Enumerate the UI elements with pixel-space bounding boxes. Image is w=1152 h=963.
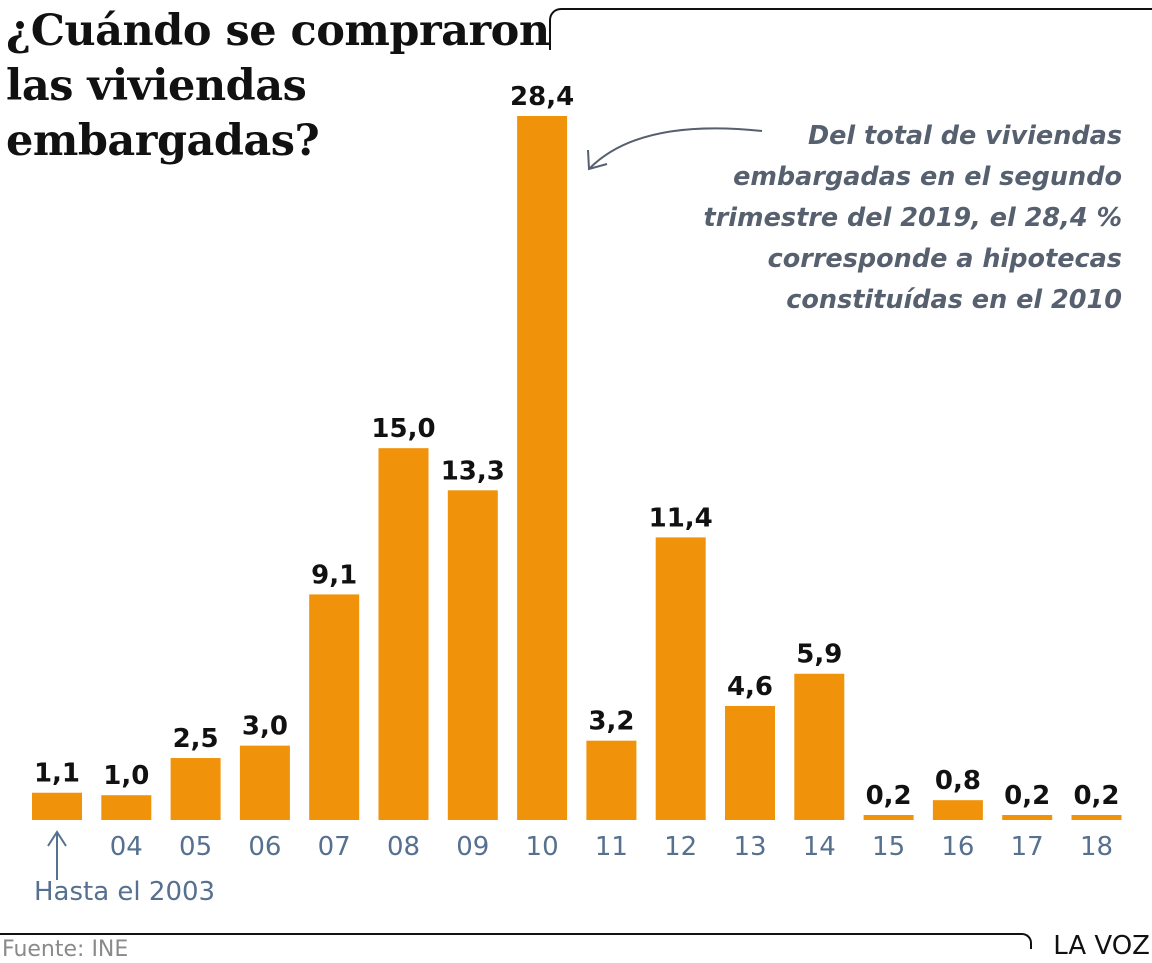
bar-11 [586,740,637,820]
x-tick-label: 09 [456,832,489,862]
bar-16 [932,800,983,820]
title-line: embargadas? [6,116,320,166]
annotation-line: embargadas en el segundo [733,162,1122,192]
annotation-line: corresponde a hipotecas [767,244,1122,274]
footer-border [0,933,1032,949]
first-bar-note: Hasta el 2003 [34,877,216,907]
title-line: ¿Cuándo se compraron [6,6,550,56]
bar-12 [655,537,706,820]
chart-title: ¿Cuándo se compraron las viviendas embar… [6,4,550,169]
frame-border-top [549,8,1152,50]
bar-≤03 [32,792,82,820]
annotation-line: Del total de viviendas [807,121,1122,151]
value-label: 1,1 [34,759,80,789]
bar-04 [101,795,152,820]
value-label: 0,2 [1073,781,1119,811]
x-tick-label: 10 [526,832,559,862]
x-tick-label: 08 [387,832,420,862]
value-label: 3,2 [588,707,634,737]
bar-17 [1002,815,1053,820]
value-label: 5,9 [796,640,842,670]
annotation-arrow-head [587,149,608,171]
x-tick-label: 11 [595,832,628,862]
x-tick-label: 15 [872,832,905,862]
x-tick-label: 14 [803,832,836,862]
bar-18 [1071,815,1122,820]
x-tick-label: 07 [318,832,351,862]
brand-logo: LA VOZ [1053,931,1150,961]
title-line: las viviendas [6,61,307,111]
value-label: 0,2 [866,781,912,811]
value-label: 2,5 [173,724,219,754]
value-label: 1,0 [103,761,149,791]
bar-14 [794,673,845,820]
value-label: 3,0 [242,712,288,742]
x-tick-label: 04 [110,832,143,862]
bar-13 [725,705,775,820]
annotation-line: trimestre del 2019, el 28,4 % [703,203,1122,233]
x-tick-label: 17 [1011,832,1044,862]
bar-10 [517,116,568,820]
x-tick-label: 05 [179,832,212,862]
x-tick-label: 16 [941,832,974,862]
x-tick-label: 13 [733,832,766,862]
x-tick-label: 18 [1080,832,1113,862]
value-label: 0,8 [935,766,981,796]
x-tick-label: 12 [664,832,697,862]
annotation-arrow-curve [589,127,763,169]
value-label: 4,6 [727,672,773,702]
bar-06 [239,745,290,820]
first-bar-arrowhead-icon [47,830,67,847]
value-label: 9,1 [311,560,357,590]
source-label: Fuente: INE [2,937,129,962]
bar-08 [378,448,429,820]
bar-09 [447,490,498,820]
x-tick-label: 06 [248,832,281,862]
annotation-line: constituídas en el 2010 [786,285,1122,315]
value-label: 11,4 [649,503,713,533]
bar-05 [170,758,221,820]
value-label: 0,2 [1004,781,1050,811]
value-label: 15,0 [371,414,435,444]
bar-15 [863,815,914,820]
bar-07 [309,594,360,820]
value-label: 28,4 [510,82,574,112]
annotation-text: Del total de viviendas embargadas en el … [602,116,1122,321]
value-label: 13,3 [441,456,505,486]
